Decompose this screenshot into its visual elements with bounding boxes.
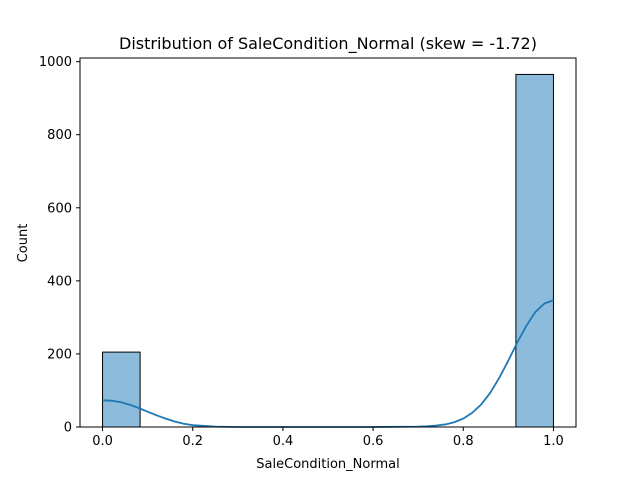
x-tick-label: 1.0 <box>543 434 564 449</box>
y-axis: 0 200 400 600 800 1000 <box>39 55 80 436</box>
y-tick-label: 400 <box>47 274 72 289</box>
x-tick-label: 0.6 <box>363 434 384 449</box>
x-tick-label: 0.4 <box>273 434 294 449</box>
y-tick-label: 600 <box>47 201 72 216</box>
x-tick-label: 0.0 <box>92 434 113 449</box>
histogram-bar-1 <box>515 73 554 428</box>
y-axis-label: Count <box>16 224 31 263</box>
x-tick-label: 0.2 <box>182 434 203 449</box>
x-axis-label: SaleCondition_Normal <box>256 457 399 472</box>
kde-layer <box>102 299 554 428</box>
bars-layer <box>102 73 554 428</box>
x-axis: 0.0 0.2 0.4 0.6 0.8 1.0 <box>92 427 564 449</box>
histogram-bar-0 <box>102 351 141 428</box>
kde-line <box>102 299 554 428</box>
y-tick-label: 800 <box>47 128 72 143</box>
y-tick-label: 0 <box>64 421 72 436</box>
x-tick-label: 0.8 <box>453 434 474 449</box>
chart-title: Distribution of SaleCondition_Normal (sk… <box>119 34 537 54</box>
y-tick-label: 200 <box>47 347 72 362</box>
y-tick-label: 1000 <box>39 55 72 70</box>
plot-frame <box>79 57 577 428</box>
